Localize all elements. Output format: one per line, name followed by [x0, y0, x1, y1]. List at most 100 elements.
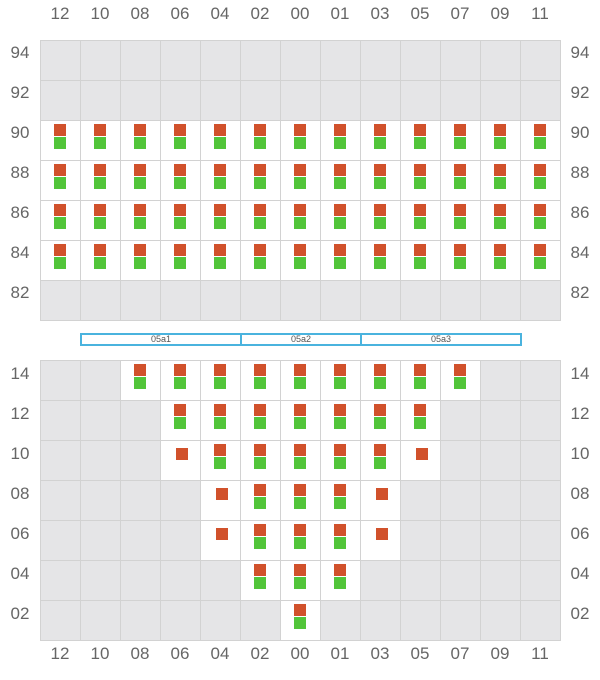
seat-cell-active[interactable] [321, 361, 361, 401]
seat-cell-active[interactable] [321, 561, 361, 601]
seat-cell-active[interactable] [201, 361, 241, 401]
seat-cell-active[interactable] [41, 241, 81, 281]
seat-cell-active[interactable] [241, 401, 281, 441]
seat-cell-active[interactable] [121, 241, 161, 281]
seat-cell-active[interactable] [361, 521, 401, 561]
seat-cell-active[interactable] [441, 201, 481, 241]
seat-cell-active[interactable] [521, 161, 561, 201]
seat-cell-active[interactable] [201, 441, 241, 481]
seat-cell-active[interactable] [81, 161, 121, 201]
seat-cell-active[interactable] [401, 401, 441, 441]
seat-cell-active[interactable] [241, 201, 281, 241]
seat-cell-active[interactable] [521, 241, 561, 281]
seat-cell-active[interactable] [321, 201, 361, 241]
seat-cell-active[interactable] [121, 161, 161, 201]
seat-cell-active[interactable] [441, 361, 481, 401]
seat-cell-active[interactable] [161, 361, 201, 401]
seat-cell-active[interactable] [161, 121, 201, 161]
seat-cell-active[interactable] [121, 361, 161, 401]
seat-cell-active[interactable] [281, 601, 321, 641]
seat-cell-active[interactable] [361, 161, 401, 201]
seat-cell-active[interactable] [201, 121, 241, 161]
seat-cell-active[interactable] [41, 201, 81, 241]
seat-cell-active[interactable] [281, 401, 321, 441]
seat-cell-active[interactable] [321, 441, 361, 481]
seat-cell-active[interactable] [481, 161, 521, 201]
seat-cell-active[interactable] [321, 481, 361, 521]
seat-cell-active[interactable] [281, 361, 321, 401]
seat-cell-active[interactable] [401, 161, 441, 201]
seat-cell-empty [161, 521, 201, 561]
seat-cell-empty [321, 81, 361, 121]
seat-cell-active[interactable] [321, 521, 361, 561]
seat-cell-active[interactable] [321, 401, 361, 441]
seat-cell-active[interactable] [441, 161, 481, 201]
seat-cell-active[interactable] [201, 401, 241, 441]
seat-cell-active[interactable] [241, 441, 281, 481]
seat-cell-active[interactable] [281, 481, 321, 521]
seat-cell-active[interactable] [201, 521, 241, 561]
seat-cell-active[interactable] [481, 241, 521, 281]
seat-cell-active[interactable] [361, 481, 401, 521]
seat-cell-active[interactable] [121, 121, 161, 161]
seat-cell-empty [281, 81, 321, 121]
seat-cell-active[interactable] [401, 241, 441, 281]
zone-05a2[interactable]: 05a2 [240, 333, 362, 346]
seat-cell-active[interactable] [161, 441, 201, 481]
green-marker [94, 217, 106, 229]
seat-cell-active[interactable] [281, 561, 321, 601]
seat-cell-active[interactable] [361, 201, 401, 241]
seat-cell-empty [441, 281, 481, 321]
seat-cell-active[interactable] [401, 201, 441, 241]
zone-05a1[interactable]: 05a1 [80, 333, 242, 346]
seat-cell-active[interactable] [281, 161, 321, 201]
seat-cell-active[interactable] [161, 401, 201, 441]
seat-cell-active[interactable] [41, 161, 81, 201]
seat-cell-active[interactable] [401, 361, 441, 401]
seat-cell-active[interactable] [241, 481, 281, 521]
seat-cell-active[interactable] [161, 241, 201, 281]
seat-cell-active[interactable] [41, 121, 81, 161]
seat-cell-active[interactable] [161, 161, 201, 201]
seat-cell-active[interactable] [521, 121, 561, 161]
seat-cell-active[interactable] [81, 241, 121, 281]
red-marker [494, 204, 506, 216]
seat-cell-active[interactable] [361, 361, 401, 401]
seat-cell-active[interactable] [241, 361, 281, 401]
seat-cell-active[interactable] [281, 201, 321, 241]
seat-cell-active[interactable] [401, 121, 441, 161]
seat-cell-active[interactable] [201, 201, 241, 241]
seat-cell-active[interactable] [481, 121, 521, 161]
seat-cell-active[interactable] [201, 241, 241, 281]
seat-cell-active[interactable] [521, 201, 561, 241]
seat-cell-active[interactable] [361, 241, 401, 281]
seat-cell-active[interactable] [241, 561, 281, 601]
seat-cell-empty [441, 561, 481, 601]
seat-cell-active[interactable] [81, 201, 121, 241]
seat-cell-active[interactable] [241, 241, 281, 281]
seat-cell-active[interactable] [241, 161, 281, 201]
seat-cell-active[interactable] [81, 121, 121, 161]
zone-05a3[interactable]: 05a3 [360, 333, 522, 346]
seat-cell-active[interactable] [361, 121, 401, 161]
seat-cell-active[interactable] [361, 401, 401, 441]
seat-cell-active[interactable] [201, 481, 241, 521]
seat-cell-active[interactable] [281, 121, 321, 161]
seat-cell-active[interactable] [281, 521, 321, 561]
green-marker [54, 217, 66, 229]
seat-cell-active[interactable] [441, 121, 481, 161]
seat-cell-active[interactable] [441, 241, 481, 281]
seat-cell-active[interactable] [201, 161, 241, 201]
seat-cell-active[interactable] [481, 201, 521, 241]
seat-cell-active[interactable] [401, 441, 441, 481]
seat-cell-active[interactable] [121, 201, 161, 241]
seat-cell-active[interactable] [321, 161, 361, 201]
seat-cell-active[interactable] [241, 521, 281, 561]
seat-cell-active[interactable] [281, 241, 321, 281]
seat-cell-active[interactable] [321, 121, 361, 161]
seat-cell-active[interactable] [321, 241, 361, 281]
seat-cell-active[interactable] [281, 441, 321, 481]
seat-cell-active[interactable] [161, 201, 201, 241]
seat-cell-active[interactable] [241, 121, 281, 161]
seat-cell-active[interactable] [361, 441, 401, 481]
